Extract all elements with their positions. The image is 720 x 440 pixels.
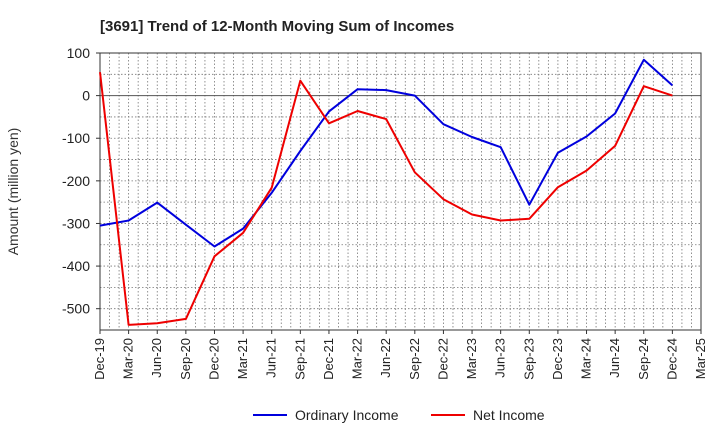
x-tick-label: Sep-24 [636, 338, 651, 380]
series-line-net-income [99, 72, 673, 326]
y-tick-label: -200 [62, 173, 90, 189]
legend-label-net-income: Net Income [473, 407, 545, 423]
y-axis-ticks: 100 0 -100 -200 -300 -400 -500 [62, 45, 100, 317]
legend-label-ordinary-income: Ordinary Income [295, 407, 399, 423]
x-tick-label: Jun-22 [378, 338, 393, 378]
x-tick-label: Mar-22 [350, 338, 365, 379]
x-tick-label: Mar-23 [464, 338, 479, 379]
x-tick-label: Jun-20 [149, 338, 164, 378]
plot-area [99, 52, 702, 331]
y-tick-label: 0 [82, 88, 90, 104]
x-tick-label: Sep-23 [521, 338, 536, 380]
x-tick-label: Mar-24 [579, 338, 594, 379]
y-tick-label: -100 [62, 130, 90, 146]
x-tick-label: Jun-24 [607, 338, 622, 378]
y-tick-label: -300 [62, 215, 90, 231]
legend: Ordinary Income Net Income [253, 407, 545, 423]
grid [100, 52, 701, 331]
x-axis-ticks: Dec-19 Mar-20 Jun-20 Sep-20 Dec-20 Mar-21 Jun-… [92, 330, 708, 380]
x-tick-label: Sep-21 [292, 338, 307, 380]
x-tick-label: Dec-19 [92, 338, 107, 380]
series-lines [99, 58, 674, 326]
x-tick-label: Dec-22 [435, 338, 450, 380]
y-tick-label: 100 [67, 45, 91, 61]
x-tick-label: Sep-20 [178, 338, 193, 380]
series-line-ordinary-income [99, 58, 674, 248]
x-tick-label: Dec-20 [206, 338, 221, 380]
y-tick-label: -500 [62, 301, 90, 317]
y-tick-label: -400 [62, 258, 90, 274]
x-tick-label: Jun-23 [493, 338, 508, 378]
x-tick-label: Sep-22 [407, 338, 422, 380]
x-tick-label: Mar-21 [235, 338, 250, 379]
x-tick-label: Mar-20 [121, 338, 136, 379]
x-tick-label: Dec-21 [321, 338, 336, 380]
x-tick-label: Mar-25 [693, 338, 708, 379]
chart-title: [3691] Trend of 12-Month Moving Sum of I… [100, 18, 454, 35]
x-tick-label: Dec-23 [550, 338, 565, 380]
x-tick-label: Dec-24 [664, 338, 679, 380]
y-axis-label: Amount (million yen) [5, 128, 21, 256]
x-tick-label: Jun-21 [264, 338, 279, 378]
